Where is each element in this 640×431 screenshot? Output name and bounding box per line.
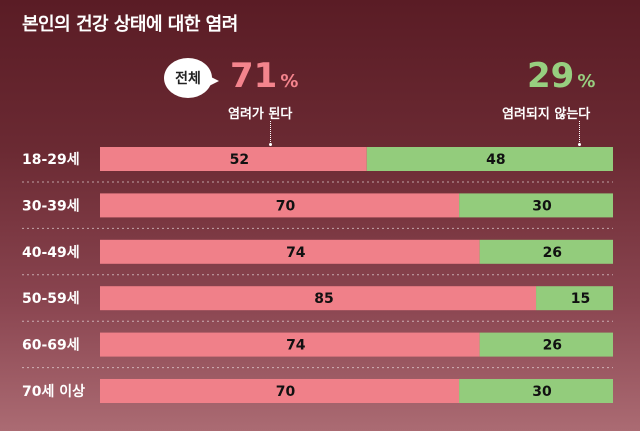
category-label: 50-59세 xyxy=(22,291,80,307)
bar-worried xyxy=(100,239,480,264)
value-label-not-worried: 15 xyxy=(571,291,590,307)
value-label-not-worried: 26 xyxy=(543,245,562,261)
total-worried-percent: 71% xyxy=(230,56,298,102)
not-worried-pointer-line xyxy=(579,121,580,146)
bar-not-worried xyxy=(479,239,613,264)
value-label-not-worried: 30 xyxy=(532,384,552,400)
total-not-worried-percent: 29% xyxy=(527,56,595,102)
bar-worried xyxy=(100,286,537,311)
total-not-worried-unit: % xyxy=(577,71,596,92)
category-label: 40-49세 xyxy=(22,245,80,261)
chart-title: 본인의 건강 상태에 대한 염려 xyxy=(22,14,238,35)
bar-not-worried xyxy=(459,379,613,403)
value-label-worried: 52 xyxy=(230,152,249,168)
value-label-worried: 70 xyxy=(276,384,296,400)
bar-worried xyxy=(100,332,480,357)
category-label: 60-69세 xyxy=(22,338,80,354)
worried-pointer-line xyxy=(270,121,271,146)
total-worried-value: 71 xyxy=(230,56,278,96)
category-label: 30-39세 xyxy=(22,198,80,214)
value-label-not-worried: 26 xyxy=(543,338,562,354)
worried-pointer-dot xyxy=(269,143,272,146)
total-worried-label: 염려가 된다 xyxy=(228,107,293,122)
bar-not-worried xyxy=(459,193,613,218)
bar-not-worried xyxy=(479,332,613,357)
value-label-worried: 74 xyxy=(286,245,306,261)
total-badge: 전체 xyxy=(164,58,219,98)
total-worried-unit: % xyxy=(280,71,299,92)
not-worried-pointer-dot xyxy=(578,143,581,146)
category-label: 18-29세 xyxy=(22,152,80,168)
value-label-not-worried: 48 xyxy=(486,152,505,168)
bar-worried xyxy=(100,379,460,403)
total-not-worried-label: 염려되지 않는다 xyxy=(502,107,591,122)
total-not-worried-value: 29 xyxy=(527,56,575,96)
bar-not-worried xyxy=(366,147,613,171)
value-label-worried: 70 xyxy=(276,198,296,214)
bar-worried xyxy=(100,193,460,218)
value-label-worried: 85 xyxy=(314,291,333,307)
category-label: 70세 이상 xyxy=(22,383,85,400)
value-label-not-worried: 30 xyxy=(532,198,552,214)
bar-not-worried xyxy=(536,286,613,311)
value-label-worried: 74 xyxy=(286,338,306,354)
bar-worried xyxy=(100,147,367,171)
